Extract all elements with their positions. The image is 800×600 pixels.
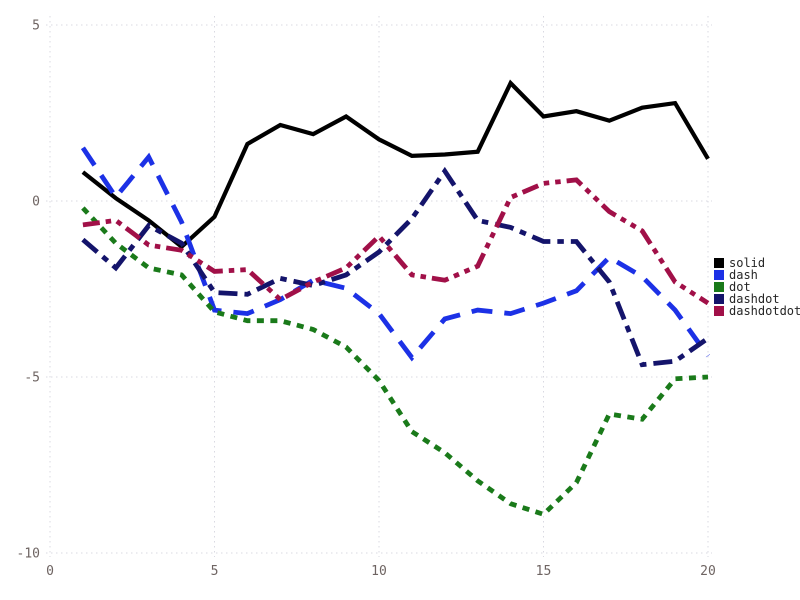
y-tick-label: 0 — [32, 195, 40, 210]
x-tick-label: 15 — [536, 564, 552, 579]
series-lines — [80, 79, 710, 518]
legend-item-dash: dash — [714, 268, 800, 282]
series-line-dashdot — [81, 166, 710, 368]
legend-label: dashdotdot — [729, 304, 800, 318]
series-line-dot — [81, 206, 709, 518]
series-line-solid — [81, 79, 710, 250]
y-tick-label: -10 — [17, 547, 40, 562]
tick-labels: 0 5 10 15 20 5 0 -5 -10 — [17, 19, 716, 580]
legend-label: dot — [729, 280, 751, 294]
legend-item-dot: dot — [714, 280, 800, 294]
x-tick-label: 10 — [371, 564, 387, 579]
legend-label: solid — [729, 256, 766, 270]
legend-item-dashdotdot: dashdotdot — [714, 304, 800, 318]
series-line-dash — [80, 146, 710, 362]
x-tick-label: 0 — [46, 564, 54, 579]
legend-item-dashdot: dashdot — [714, 292, 800, 306]
y-tick-label: -5 — [24, 371, 40, 386]
legend-swatch-dashdotdot — [714, 306, 724, 316]
gridlines — [46, 16, 712, 557]
legend: solid dash dot dashdot dashdotdot — [714, 256, 800, 318]
legend-item-solid: solid — [714, 256, 800, 270]
legend-swatch-dot — [714, 282, 724, 292]
x-tick-label: 20 — [700, 564, 716, 579]
legend-swatch-dash — [714, 270, 724, 280]
legend-label: dash — [729, 268, 758, 282]
legend-swatch-dashdot — [714, 294, 724, 304]
legend-label: dashdot — [729, 292, 780, 306]
x-tick-label: 5 — [211, 564, 219, 579]
y-tick-label: 5 — [32, 19, 40, 34]
legend-swatch-solid — [714, 258, 724, 268]
series-line-dashdotdot — [82, 177, 710, 306]
